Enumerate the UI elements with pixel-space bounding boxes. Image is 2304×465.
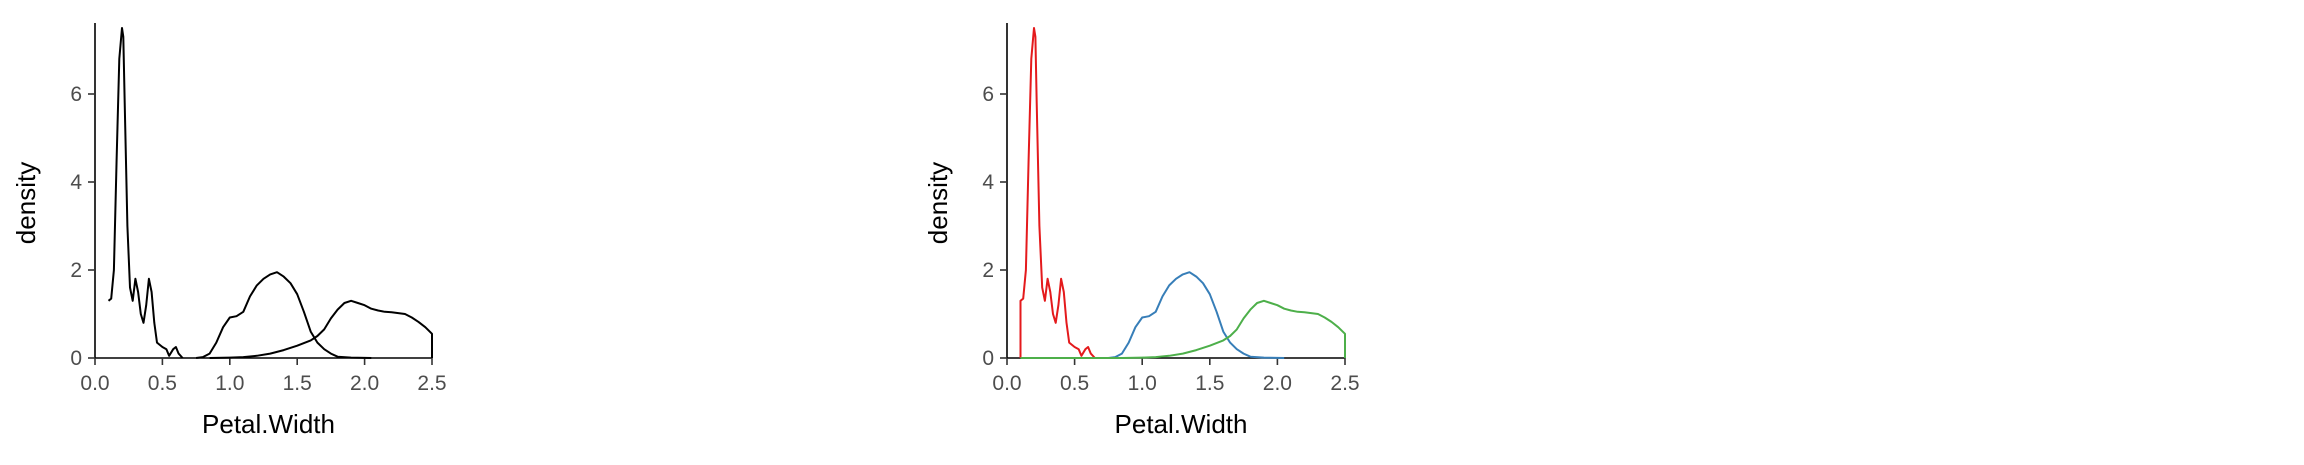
x-tick-label: 1.5 — [1195, 372, 1224, 395]
x-tick-label: 2.0 — [350, 372, 379, 395]
x-tick-label: 0.5 — [148, 372, 177, 395]
y-tick-label: 4 — [70, 171, 82, 194]
density-line-3 — [209, 299, 433, 359]
y-tick-label: 6 — [982, 83, 994, 106]
y-tick-label: 6 — [70, 83, 82, 106]
x-axis-title: Petal.Width — [1115, 409, 1248, 439]
x-axis-title: Petal.Width — [202, 409, 335, 439]
y-tick-label: 2 — [70, 259, 82, 282]
x-tick-label: 1.0 — [215, 372, 244, 395]
x-tick-label: 0.0 — [992, 372, 1021, 395]
y-axis-title: density — [923, 162, 953, 244]
x-tick-label: 2.0 — [1263, 372, 1292, 395]
x-tick-label: 1.0 — [1128, 372, 1157, 395]
density-line-3 — [1020, 299, 1346, 359]
y-tick-label: 4 — [982, 171, 994, 194]
x-tick-label: 1.5 — [283, 372, 312, 395]
y-tick-label: 0 — [982, 347, 994, 370]
density-line-1 — [1019, 27, 1096, 359]
chart-panel-2: 0 2 4 6 0.0 0.5 1.0 1.5 2.0 2.5 Petal.Width density — [923, 23, 1360, 439]
density-line-2 — [195, 271, 372, 359]
density-line-1 — [107, 27, 184, 359]
x-tick-label: 0.5 — [1060, 372, 1089, 395]
y-axis-title: density — [11, 162, 41, 244]
density-line-2 — [1108, 271, 1285, 359]
x-tick-label: 0.0 — [80, 372, 109, 395]
y-tick-label: 0 — [70, 347, 82, 370]
x-tick-label: 2.5 — [417, 372, 446, 395]
y-tick-label: 2 — [982, 259, 994, 282]
chart-panel-1: 0 2 4 6 0.0 0.5 1.0 1.5 2.0 2.5 Petal.Width density — [11, 23, 447, 439]
x-tick-label: 2.5 — [1330, 372, 1359, 395]
